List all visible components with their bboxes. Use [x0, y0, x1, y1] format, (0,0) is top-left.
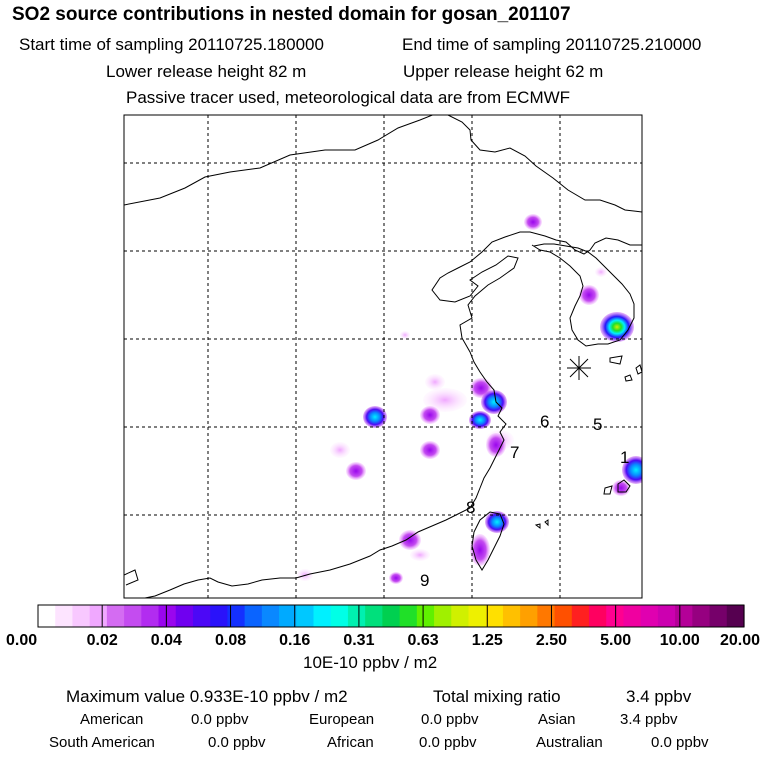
- colorbar-cell: [210, 605, 229, 627]
- colorbar-cell: [382, 605, 401, 627]
- region-south-american-value: 0.0 ppbv: [208, 734, 266, 751]
- colorbar-cell: [520, 605, 538, 627]
- colorbar-ticks: 0.00 0.02 0.04 0.08 0.16 0.31 0.63 1.25 2.50 5.00…: [6, 605, 760, 649]
- source-label-5: 5: [593, 415, 602, 434]
- region-australian-name: Australian: [536, 734, 603, 751]
- region-australian-value: 0.0 ppbv: [651, 734, 709, 751]
- colorbar-cell: [227, 605, 246, 627]
- colorbar-cell: [141, 605, 160, 627]
- colorbar-cell: [347, 605, 366, 627]
- colorbar-cell: [192, 605, 211, 627]
- colorbar-cell: [313, 605, 332, 627]
- region-south-american-name: South American: [49, 734, 155, 751]
- colorbar-cell: [330, 605, 349, 627]
- region-asian-value: 3.4 ppbv: [620, 711, 678, 728]
- tracer-note: Passive tracer used, meteorological data…: [126, 88, 571, 107]
- region-african-value: 0.0 ppbv: [419, 734, 477, 751]
- lower-height-label: Lower release height 82 m: [106, 62, 307, 81]
- colorbar-cell: [537, 605, 556, 627]
- colorbar-tick-label: 0.16: [279, 632, 310, 649]
- max-value-line: Maximum value 0.933E-10 ppbv / m2: [66, 687, 348, 706]
- total-mixing-value: 3.4 ppbv: [626, 687, 692, 706]
- region-asian-name: Asian: [538, 711, 576, 728]
- upper-height-label: Upper release height 62 m: [403, 62, 604, 81]
- colorbar-tick-label: 0.63: [408, 632, 439, 649]
- end-time-label: End time of sampling 20110725.210000: [402, 35, 702, 54]
- chart-title: SO2 source contributions in nested domai…: [12, 4, 571, 25]
- colorbar-tick-label: 1.25: [472, 632, 503, 649]
- colorbar-cell: [726, 605, 745, 627]
- plot-frame: [123, 114, 643, 599]
- colorbar-tick-label: 0.00: [6, 632, 37, 649]
- colorbar-tick-label: 10.00: [660, 632, 700, 649]
- graticule: [124, 115, 642, 598]
- colorbar-cell: [106, 605, 125, 627]
- colorbar-tick-label: 5.00: [600, 632, 631, 649]
- colorbar-cell: [55, 605, 74, 627]
- region-european-value: 0.0 ppbv: [421, 711, 479, 728]
- colorbar-unit: 10E-10 ppbv / m2: [303, 653, 438, 672]
- colorbar-cell: [38, 605, 56, 627]
- colorbar-cell: [502, 605, 521, 627]
- colorbar-cell: [279, 605, 297, 627]
- source-label-7: 7: [510, 443, 519, 462]
- colorbar-tick-label: 2.50: [536, 632, 567, 649]
- receptor-marker: [567, 356, 591, 380]
- colorbar-tick-label: 0.31: [343, 632, 374, 649]
- region-american-name: American: [80, 711, 144, 728]
- colorbar-cell: [692, 605, 711, 627]
- region-american-value: 0.0 ppbv: [191, 711, 249, 728]
- start-time-label: Start time of sampling 20110725.180000: [19, 35, 324, 54]
- colorbar-tick-label: 0.08: [215, 632, 246, 649]
- colorbar-cell: [124, 605, 142, 627]
- colorbar-tick-label: 20.00: [720, 632, 760, 649]
- colorbar-cell: [296, 605, 315, 627]
- colorbar-cell: [657, 605, 676, 627]
- colorbar-cell: [589, 605, 607, 627]
- source-label-9: 9: [420, 571, 429, 590]
- colorbar-cell: [640, 605, 659, 627]
- colorbar-cell: [244, 605, 263, 627]
- colorbar-cell: [709, 605, 728, 627]
- colorbar-cell: [623, 605, 642, 627]
- colorbar-cell: [399, 605, 418, 627]
- colorbar-cell: [571, 605, 590, 627]
- colorbar-cell: [416, 605, 435, 627]
- colorbar-cell: [158, 605, 177, 627]
- region-african-name: African: [327, 734, 374, 751]
- colorbar-cell: [365, 605, 383, 627]
- colorbar-cell: [261, 605, 280, 627]
- colorbar-cell: [485, 605, 504, 627]
- region-european-name: European: [309, 711, 375, 728]
- colorbar-cells: [38, 605, 745, 627]
- colorbar-cell: [89, 605, 108, 627]
- source-label-1: 1: [620, 448, 629, 467]
- colorbar-tick-label: 0.02: [87, 632, 118, 649]
- total-mixing-label: Total mixing ratio: [433, 687, 561, 706]
- colorbar-cell: [675, 605, 693, 627]
- source-label-8: 8: [466, 498, 475, 517]
- colorbar-cell: [468, 605, 487, 627]
- colorbar-cell: [175, 605, 194, 627]
- colorbar-tick-label: 0.04: [151, 632, 182, 649]
- colorbar-cell: [72, 605, 91, 627]
- colorbar-cell: [554, 605, 573, 627]
- colorbar-cell: [451, 605, 470, 627]
- colorbar-cell: [434, 605, 452, 627]
- source-label-6: 6: [540, 412, 549, 431]
